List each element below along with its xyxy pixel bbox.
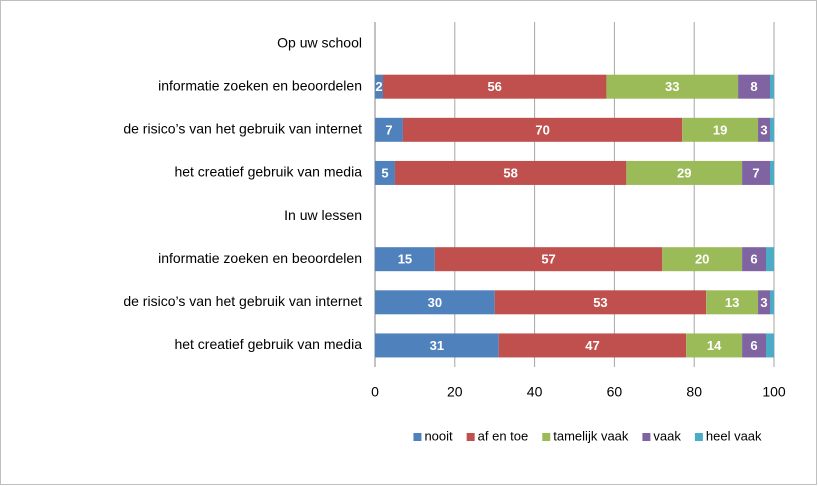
bar-segment xyxy=(770,160,774,185)
legend-marker xyxy=(642,433,651,441)
y-tick-label: informatie zoeken en beoordelen xyxy=(158,250,362,266)
bar-segment xyxy=(375,290,495,315)
bar-segment xyxy=(742,333,767,358)
bar-segment xyxy=(494,290,707,315)
data-label: 3 xyxy=(760,295,767,310)
y-tick-label: de risico’s van het gebruik van internet xyxy=(123,293,362,309)
legend-marker xyxy=(413,433,422,441)
bar-segment xyxy=(742,160,771,185)
legend-marker xyxy=(694,433,703,441)
bar-segment xyxy=(766,247,774,272)
bar-segment xyxy=(770,74,774,99)
data-label: 14 xyxy=(707,338,722,353)
legend-label: heel vaak xyxy=(706,428,762,443)
data-label: 7 xyxy=(385,122,392,137)
bar-segment xyxy=(742,247,767,272)
data-label: 29 xyxy=(677,165,691,180)
bar-segment xyxy=(402,117,683,142)
x-tick-label: 0 xyxy=(371,384,379,400)
bar-segment xyxy=(770,117,774,142)
data-label: 56 xyxy=(487,79,501,94)
x-tick-label: 100 xyxy=(762,384,786,400)
x-tick-label: 80 xyxy=(686,384,702,400)
bar-segment xyxy=(758,117,771,142)
bar-segment xyxy=(682,117,759,142)
bar-segment xyxy=(766,333,774,358)
data-label: 15 xyxy=(398,252,412,267)
bar-segment xyxy=(375,247,435,272)
y-tick-label: Op uw school xyxy=(277,34,362,50)
data-label: 47 xyxy=(585,338,599,353)
data-label: 30 xyxy=(428,295,442,310)
legend-label: nooit xyxy=(424,428,453,443)
legend-marker xyxy=(466,433,475,441)
y-tick-label: het creatief gebruik van media xyxy=(174,336,362,352)
data-label: 5 xyxy=(381,165,388,180)
data-label: 19 xyxy=(713,122,727,137)
bar-segment xyxy=(382,74,607,99)
data-label: 8 xyxy=(750,79,757,94)
bar-segment xyxy=(662,247,743,272)
y-tick-label: de risico’s van het gebruik van internet xyxy=(123,121,362,137)
x-tick-label: 60 xyxy=(607,384,623,400)
bar-segment xyxy=(498,333,687,358)
data-label: 33 xyxy=(665,79,679,94)
data-label: 20 xyxy=(695,252,709,267)
bar-segment xyxy=(375,333,499,358)
bar-segment xyxy=(394,160,627,185)
x-tick-label: 40 xyxy=(527,384,543,400)
bar-segment xyxy=(375,74,383,99)
bar-segment xyxy=(758,290,771,315)
data-label: 31 xyxy=(430,338,444,353)
bar-segment xyxy=(686,333,743,358)
y-tick-label: informatie zoeken en beoordelen xyxy=(158,77,362,93)
legend-label: af en toe xyxy=(478,428,529,443)
data-label: 3 xyxy=(760,122,767,137)
bar-segment xyxy=(738,74,771,99)
data-label: 13 xyxy=(725,295,739,310)
x-tick-label: 20 xyxy=(447,384,463,400)
bar-segment xyxy=(606,74,739,99)
data-label: 2 xyxy=(375,79,382,94)
data-label: 57 xyxy=(541,252,555,267)
y-tick-label: het creatief gebruik van media xyxy=(174,164,362,180)
data-label: 58 xyxy=(503,165,517,180)
data-label: 53 xyxy=(593,295,607,310)
bar-segment xyxy=(375,160,395,185)
bar-segment xyxy=(375,117,403,142)
bar-segment xyxy=(706,290,759,315)
legend-label: tamelijk vaak xyxy=(553,428,629,443)
legend-marker xyxy=(542,433,551,441)
bar-segment xyxy=(626,160,743,185)
data-label: 6 xyxy=(750,338,757,353)
bar-segment xyxy=(434,247,663,272)
data-label: 7 xyxy=(752,165,759,180)
data-label: 6 xyxy=(750,252,757,267)
data-label: 70 xyxy=(535,122,549,137)
y-tick-label: In uw lessen xyxy=(284,207,362,223)
bar-segment xyxy=(770,290,774,315)
legend-label: vaak xyxy=(653,428,681,443)
